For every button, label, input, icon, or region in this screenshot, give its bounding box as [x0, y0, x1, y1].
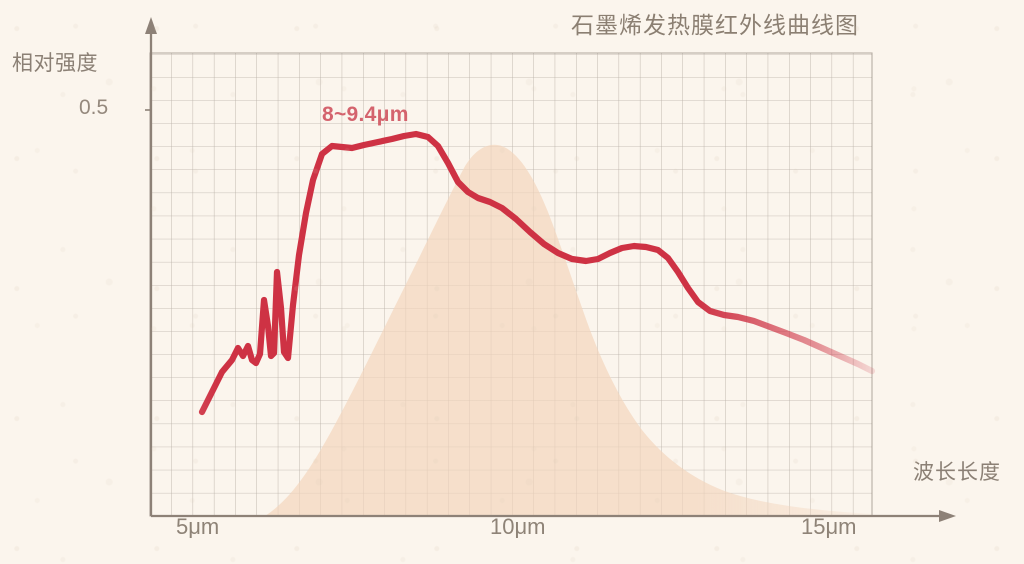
y-axis-label: 相对强度 — [12, 52, 98, 75]
y-axis-arrow-icon — [145, 17, 157, 34]
x-tick-label-15um: 15μm — [801, 514, 857, 539]
blackbody-distribution-area — [265, 144, 872, 517]
axis-lines — [145, 17, 956, 522]
x-axis-arrow-icon — [939, 510, 956, 522]
y-tick-label-05: 0.5 — [79, 96, 109, 119]
chart-title: 石墨烯发热膜红外线曲线图 — [571, 12, 859, 38]
x-axis-label: 波长长度 — [913, 461, 1001, 484]
x-tick-label-5um: 5μm — [176, 514, 220, 539]
emission-band-annotation: 8~9.4μm — [322, 103, 409, 126]
x-tick-label-10um: 10μm — [490, 514, 546, 539]
emission-curve — [198, 130, 876, 416]
